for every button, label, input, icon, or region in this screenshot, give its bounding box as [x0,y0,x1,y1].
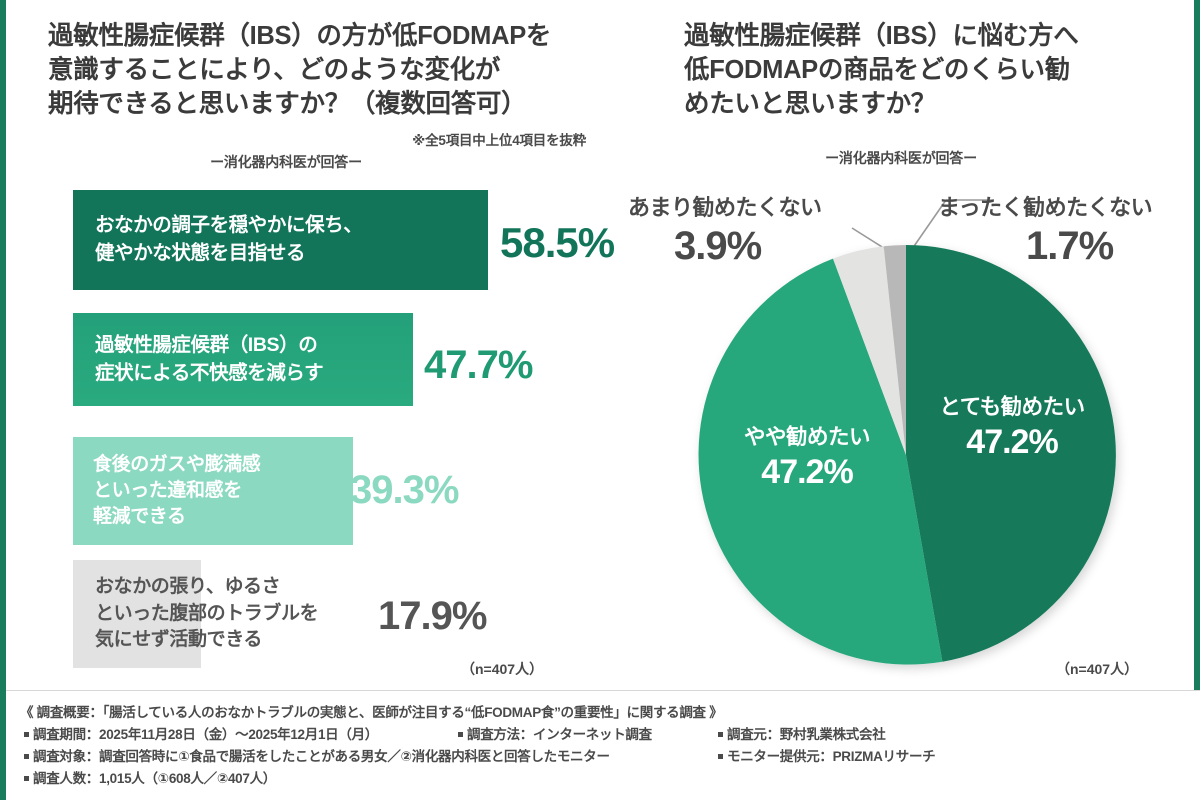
left-respondent-note: ー消化器内科医が回答ー [210,154,362,170]
bar-value-1: 58.5% [500,219,615,266]
bar-row-3: 食後のガスや膨満感 といった違和感を 軽減できる [73,437,353,545]
bar-label-1: おなかの調子を穏やかに保ち、 健やかな状態を目指せる [73,212,363,267]
bar-value-3: 39.3% [350,468,459,512]
left-title-line-2: 意識することにより、どのような変化が [48,55,501,84]
footer-overview: 《 調査概要：「腸活している人のおなかトラブルの実態と、医師が注目する“低FOD… [20,705,723,720]
right-title-line-2: 低FODMAPの商品をどのくらい勧 [684,55,1070,84]
footer-survey-details: 《 調査概要：「腸活している人のおなかトラブルの実態と、医師が注目する“低FOD… [6,690,1200,800]
callout-label-mattaku: まったく勧めたくない [938,195,1153,220]
pie-svg [698,199,1116,665]
footer-period-row: 調査期間：2025年11月28日（金）〜2025年12月1日（月） [24,723,378,743]
bullet-square-icon [24,732,29,737]
footer-method: 調査方法：インターネット調査 [467,727,652,742]
footer-period: 調査期間：2025年11月28日（金）〜2025年12月1日（月） [33,727,378,742]
bullet-square-icon [458,732,463,737]
bar-label-4-line-2: といった腹部のトラブルを [95,602,319,624]
slice-value-yaya: 47.2% [761,453,853,492]
right-title-line-1: 過敏性腸症候群（IBS）に悩む方へ [684,22,1079,50]
footer-source-row: 調査元：野村乳業株式会社 [718,723,886,743]
bar-row-4: おなかの張り、ゆるさ といった腹部のトラブルを 気にせず活動できる [73,560,319,668]
bar-value-2: 47.7% [424,343,533,387]
bar-label-1-line-1: おなかの調子を穏やかに保ち、 [95,214,363,237]
callout-value-mattaku: 1.7% [1026,224,1114,268]
bar-label-4-line-3: 気にせず活動できる [95,629,263,651]
bar-label-2: 過敏性腸症候群（IBS）の 症状による不快感を減らす [73,332,324,387]
bar-label-4: おなかの張り、ゆるさ といった腹部のトラブルを 気にせず活動できる [73,574,319,655]
bullet-square-icon [718,732,723,737]
leader-line-mattaku [909,199,994,253]
callout-label-amari: あまり勧めたくない [628,195,822,220]
callout-value-amari: 3.9% [674,224,762,268]
footer-method-row: 調査方法：インターネット調査 [458,723,652,743]
footer-source: 調査元：野村乳業株式会社 [727,727,886,742]
bullet-square-icon [718,754,723,759]
pie-slice-amari[interactable] [833,246,906,455]
footer-provider-row: モニター提供元：PRIZMAリサーチ [718,745,936,765]
left-title-line-1: 過敏性腸症候群（IBS）の方が低FODMAPを [48,22,552,50]
right-respondent-note: ー消化器内科医が回答ー [825,150,977,166]
slice-text-yaya: やや勧めたい 47.2% [712,425,902,492]
left-panel-bar-chart: 過敏性腸症候群（IBS）の方が低FODMAPを 意識することにより、どのような変… [6,0,616,690]
bar-row-1: おなかの調子を穏やかに保ち、 健やかな状態を目指せる [73,190,488,290]
bar-label-3-line-3: 軽減できる [93,505,186,527]
slice-name-yaya: やや勧めたい [743,425,871,449]
left-title-line-3: 期待できると思いますか？（複数回答可） [48,89,527,118]
bar-label-3-line-1: 食後のガスや膨満感 [93,454,261,476]
right-panel-pie-chart: 過敏性腸症候群（IBS）に悩む方へ 低FODMAPの商品をどのくらい勧 めたいと… [616,0,1200,690]
left-excerpt-note: ※全5項目中上位4項目を抜粋 [412,133,586,148]
slice-value-totemo: 47.2% [966,423,1058,462]
slice-name-totemo: とても勧めたい [939,395,1085,419]
slice-text-totemo: とても勧めたい 47.2% [912,395,1112,462]
bar-label-3-line-2: といった違和感を [93,480,242,502]
footer-target-row: 調査対象：調査回答時に①食品で腸活をしたことがある男女／②消化器内科医と回答した… [24,745,610,765]
pie-slice-mattaku[interactable] [883,245,906,455]
right-title-line-3: めたいと思いますか？ [684,89,937,118]
right-question-title: 過敏性腸症候群（IBS）に悩む方へ 低FODMAPの商品をどのくらい勧 めたいと… [684,20,1184,122]
bullet-square-icon [24,776,29,781]
bar-label-1-line-2: 健やかな状態を目指せる [95,242,306,264]
pie-slice-totemo[interactable] [906,245,1116,662]
bar-value-4: 17.9% [378,594,487,638]
pie-slice-yaya[interactable] [698,258,943,665]
left-sample-size: （n=407人） [461,661,544,677]
bar-label-2-line-2: 症状による不快感を減らす [95,361,324,384]
footer-count: 調査人数：1,015人（①608人／②407人） [33,771,276,786]
left-question-title: 過敏性腸症候群（IBS）の方が低FODMAPを 意識することにより、どのような変… [48,20,593,122]
footer-provider: モニター提供元：PRIZMAリサーチ [727,749,936,764]
footer-target: 調査対象：調査回答時に①食品で腸活をしたことがある男女／②消化器内科医と回答した… [33,749,610,764]
bar-label-3: 食後のガスや膨満感 といった違和感を 軽減できる [73,452,261,529]
footer-count-row: 調査人数：1,015人（①608人／②407人） [24,767,276,787]
pie-chart-graphic [616,0,1200,690]
right-sample-size: （n=407人） [1056,661,1139,677]
bar-label-4-line-1: おなかの張り、ゆるさ [95,575,281,597]
bullet-square-icon [24,754,29,759]
bar-row-2: 過敏性腸症候群（IBS）の 症状による不快感を減らす [73,313,413,406]
bar-label-2-line-1: 過敏性腸症候群（IBS）の [95,333,318,356]
pie-slices [698,245,1116,665]
